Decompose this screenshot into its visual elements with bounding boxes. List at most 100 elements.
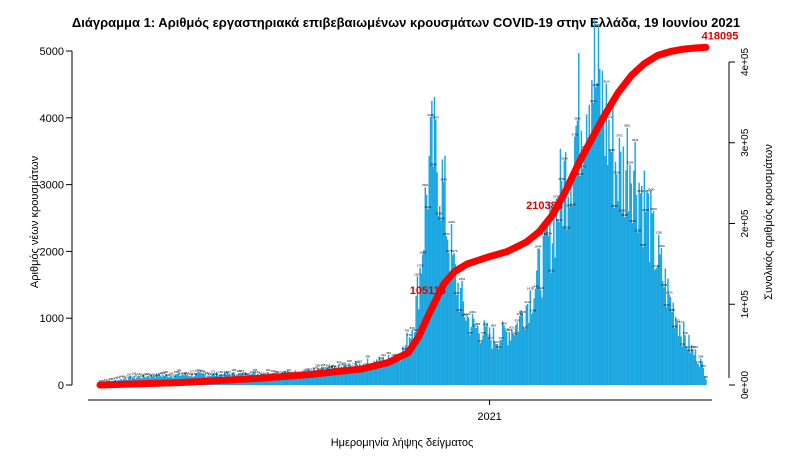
bar-day-428 [660, 248, 663, 385]
bar-label-day-260: 2465 [438, 216, 445, 220]
bar-day-300 [492, 327, 495, 385]
bar-day-190 [348, 363, 350, 385]
bar-day-377 [593, 20, 596, 386]
bar-label-day-276: 1561 [459, 277, 466, 281]
bar-day-50 [164, 373, 167, 385]
bar-label-day-360: 2669 [569, 203, 576, 207]
chart-title: Διάγραμμα 1: Αριθμός εργαστηριακά επιβεβ… [72, 15, 740, 30]
bar-label-day-404: 3299 [627, 161, 634, 165]
bar-day-60 [177, 372, 180, 385]
bar-day-281 [467, 317, 470, 385]
bar-label-day-314: 832 [509, 325, 514, 329]
bar-label-day-458: 398 [698, 354, 703, 358]
bar-day-157 [305, 372, 307, 385]
bar-label-day-344: 1681 [548, 269, 555, 273]
bar-day-382 [600, 124, 602, 386]
bar-label-day-356: 2328 [564, 225, 571, 229]
bar-label-day-160: 203 [307, 367, 312, 371]
bar-day-395 [617, 201, 619, 385]
bar-label-day-460: 255 [701, 364, 706, 368]
bar-label-day-312: 793 [507, 328, 512, 332]
bar-day-421 [651, 213, 653, 385]
bar-label-day-252: 4015 [427, 113, 434, 117]
bar-label-day-292: 745 [481, 331, 486, 335]
bar-label-day-248: 2961 [422, 183, 429, 187]
bar-day-268 [450, 224, 453, 385]
bar-label-day-144: 197 [286, 368, 291, 372]
bar-label-day-166: 260 [315, 364, 320, 368]
bar-day-292 [482, 335, 484, 385]
right-axis-ticks: 0e+00 1e+05 2e+05 3e+05 4e+05 [729, 48, 751, 399]
bar-day-210 [374, 365, 377, 385]
bar-label-day-234: 783 [404, 329, 409, 333]
bar-label-day-442: 910 [677, 320, 682, 324]
bar-label-day-114: 125 [247, 373, 252, 377]
bar-day-392 [613, 207, 615, 385]
bar-label-day-282: 750 [467, 331, 472, 335]
bar-day-381 [599, 68, 601, 385]
bar-day-198 [358, 363, 361, 385]
bar-day-394 [616, 174, 618, 385]
bar-day-315 [512, 333, 514, 385]
bar-day-353 [562, 225, 564, 385]
bar-label-day-10: 57 [111, 377, 115, 381]
bar-label-day-452: 537 [690, 345, 695, 349]
bar-day-218 [385, 362, 387, 385]
bar-label-day-82: 140 [205, 372, 210, 376]
bar-day-405 [630, 183, 632, 385]
bar-label-day-98: 167 [226, 370, 231, 374]
bar-day-384 [602, 118, 605, 385]
bar-day-413 [640, 185, 643, 385]
bar-label-day-68: 132 [187, 372, 192, 376]
bar-label-day-320: 1033 [516, 312, 523, 316]
bar-day-150 [296, 375, 298, 385]
bar-day-390 [610, 152, 613, 385]
cumulative-annotation-418095: 418095 [702, 30, 739, 42]
bar-day-458 [700, 358, 702, 385]
bar-day-147 [292, 373, 294, 385]
bar-label-day-316: 745 [512, 331, 517, 335]
bar-label-day-352: 3055 [558, 177, 565, 181]
bar-day-184 [340, 366, 343, 385]
bar-label-day-178: 254 [331, 364, 336, 368]
bar-day-217 [383, 365, 386, 385]
bar-label-day-78: 176 [200, 369, 205, 373]
bar-day-374 [589, 139, 592, 385]
bar-day-295 [486, 322, 488, 385]
bar-day-236 [408, 336, 411, 385]
bar-label-day-198: 323 [357, 359, 362, 363]
bar-day-417 [646, 191, 648, 385]
bar-day-360 [571, 206, 573, 385]
bar-day-370 [584, 149, 587, 385]
bar-label-day-462: 88 [704, 375, 708, 379]
bar-day-215 [381, 362, 383, 385]
left-tick-label-1000: 1000 [40, 313, 64, 325]
bar-day-242 [416, 276, 419, 385]
bar-day-291 [480, 341, 483, 385]
bar-label-day-0: 30 [98, 379, 102, 383]
bar-day-350 [558, 222, 560, 385]
bar-label-day-26: 141 [132, 372, 137, 376]
left-tick-label-2000: 2000 [40, 246, 64, 258]
bar-day-314 [511, 329, 513, 385]
bar-label-day-240: 791 [412, 328, 417, 332]
bar-day-302 [495, 344, 497, 385]
bar-day-240 [414, 332, 416, 385]
bar-day-205 [368, 363, 370, 385]
bar-day-367 [580, 130, 583, 385]
bar-label-day-326: 1214 [524, 300, 531, 304]
bar-label-day-90: 114 [216, 373, 221, 377]
bar-day-324 [524, 329, 526, 385]
bar-label-day-376: 4224 [590, 99, 597, 103]
bar-label-day-164: 227 [313, 366, 318, 370]
bar-day-238 [411, 329, 413, 385]
bar-day-267 [449, 272, 451, 385]
bar-day-257 [436, 172, 438, 385]
bar-label-day-378: 4458 [592, 83, 599, 87]
bar-label-day-446: 748 [683, 331, 688, 335]
bar-day-256 [435, 119, 437, 385]
bar-day-412 [639, 193, 642, 385]
x-tick-label-2021: 2021 [477, 411, 501, 423]
bar-label-day-288: 885 [475, 322, 480, 326]
bar-day-330 [532, 312, 534, 385]
